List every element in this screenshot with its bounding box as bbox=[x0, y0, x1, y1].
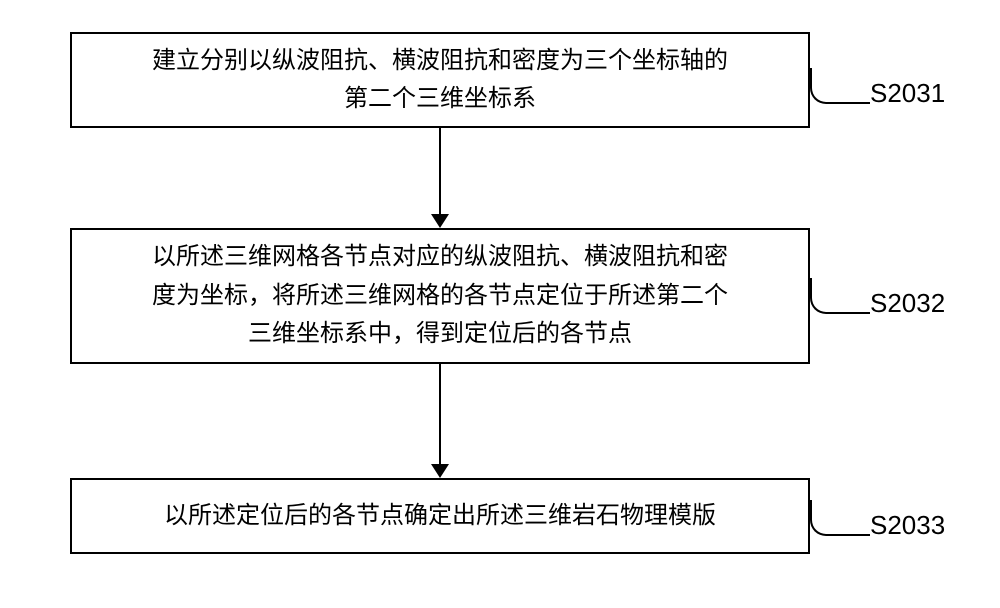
arrow-2 bbox=[440, 364, 442, 478]
step-label-3: S2033 bbox=[870, 510, 945, 541]
step-text-3: 以所述定位后的各节点确定出所述三维岩石物理模版 bbox=[164, 497, 716, 535]
label-connector-2 bbox=[810, 278, 870, 314]
arrow-1 bbox=[440, 128, 442, 228]
step-label-2: S2032 bbox=[870, 288, 945, 319]
label-connector-1 bbox=[810, 68, 870, 104]
step-box-2: 以所述三维网格各节点对应的纵波阻抗、横波阻抗和密度为坐标，将所述三维网格的各节点… bbox=[70, 228, 810, 364]
step-box-1: 建立分别以纵波阻抗、横波阻抗和密度为三个坐标轴的第二个三维坐标系 bbox=[70, 32, 810, 128]
step-label-1: S2031 bbox=[870, 78, 945, 109]
step-box-3: 以所述定位后的各节点确定出所述三维岩石物理模版 bbox=[70, 478, 810, 554]
step-text-1: 建立分别以纵波阻抗、横波阻抗和密度为三个坐标轴的第二个三维坐标系 bbox=[152, 42, 728, 119]
flowchart: 建立分别以纵波阻抗、横波阻抗和密度为三个坐标轴的第二个三维坐标系 S2031 以… bbox=[0, 0, 1000, 608]
label-connector-3 bbox=[810, 500, 870, 536]
step-text-2: 以所述三维网格各节点对应的纵波阻抗、横波阻抗和密度为坐标，将所述三维网格的各节点… bbox=[152, 238, 728, 353]
